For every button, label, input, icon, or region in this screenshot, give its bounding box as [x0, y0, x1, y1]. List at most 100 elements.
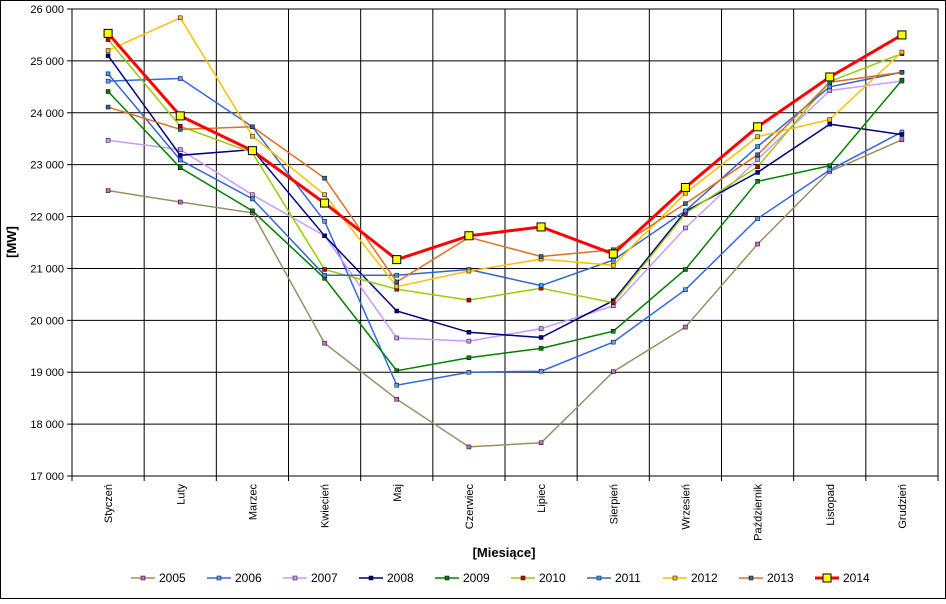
y-tick-label: 18 000 — [30, 419, 64, 431]
y-tick-label: 23 000 — [30, 160, 64, 172]
data-point-2014 — [464, 231, 474, 241]
series-line-2009 — [107, 79, 903, 372]
data-point-2012 — [827, 117, 832, 122]
y-tick-label: 20 000 — [30, 315, 64, 327]
legend-label-2008: 2008 — [387, 571, 414, 585]
data-point-2014 — [825, 72, 835, 82]
data-point-2009 — [394, 368, 399, 373]
data-point-2013 — [683, 201, 688, 206]
data-point-2011 — [611, 257, 616, 263]
series-line-2013 — [107, 71, 903, 283]
data-point-2014 — [320, 198, 330, 208]
data-point-2013 — [178, 127, 183, 132]
data-point-2009 — [466, 355, 472, 360]
data-point-2010 — [611, 300, 616, 305]
data-point-2012 — [394, 284, 399, 289]
data-point-2009 — [755, 179, 760, 184]
data-point-2012 — [250, 133, 255, 139]
data-point-2005 — [105, 188, 111, 193]
legend-label-2012: 2012 — [691, 571, 718, 585]
data-point-2011 — [827, 84, 832, 90]
data-point-2013 — [250, 124, 255, 130]
data-point-2006 — [466, 369, 472, 375]
x-tick-label: Marzec — [247, 484, 259, 521]
series-line-2014 — [106, 32, 903, 262]
data-point-2012 — [105, 48, 111, 53]
x-tick-label: Październik — [753, 484, 765, 541]
data-point-2009 — [178, 165, 183, 171]
data-point-2012 — [611, 263, 616, 268]
data-point-2005 — [322, 340, 327, 346]
x-tick-label: Maj — [392, 484, 404, 502]
data-point-2009 — [899, 77, 905, 83]
data-point-2012 — [755, 134, 760, 139]
data-point-2006 — [178, 76, 183, 81]
y-tick-label: 19 000 — [30, 367, 64, 379]
series-line-2012 — [107, 16, 903, 288]
data-point-2006 — [827, 167, 832, 173]
data-point-2005 — [899, 137, 905, 143]
data-point-2012 — [899, 49, 905, 55]
series-line-2008 — [107, 55, 903, 339]
data-point-2007 — [683, 225, 688, 231]
data-point-2009 — [611, 328, 616, 334]
y-axis-title: [MW] — [4, 226, 19, 258]
data-point-2013 — [322, 175, 327, 181]
x-tick-label: Czerwiec — [464, 484, 476, 530]
data-point-2014 — [103, 28, 113, 38]
data-point-2014 — [753, 122, 763, 132]
legend-label-2014: 2014 — [843, 571, 870, 585]
legend-label-2005: 2005 — [159, 571, 186, 585]
data-point-2005 — [538, 440, 544, 446]
data-point-2008 — [178, 153, 183, 158]
x-tick-label: Lipiec — [536, 484, 548, 513]
data-point-2005 — [394, 396, 399, 402]
data-point-2005 — [466, 444, 472, 450]
data-point-2010 — [105, 37, 111, 42]
legend-marker-2006 — [216, 575, 222, 581]
data-point-2014 — [608, 249, 618, 259]
legend-label-2009: 2009 — [463, 571, 490, 585]
data-point-2014 — [680, 182, 690, 192]
data-point-2007 — [394, 335, 399, 341]
data-point-2013 — [394, 279, 399, 285]
y-tick-label: 21 000 — [30, 263, 64, 275]
legend-label-2011: 2011 — [615, 571, 641, 585]
data-point-2014 — [175, 111, 185, 121]
y-tick-label: 17 000 — [30, 471, 64, 483]
data-point-2007 — [466, 338, 472, 344]
data-point-2008 — [322, 233, 327, 239]
data-point-2005 — [611, 369, 616, 374]
x-tick-label: Listopad — [825, 484, 837, 526]
data-point-2010 — [322, 267, 327, 272]
data-point-2011 — [322, 272, 327, 278]
data-point-2013 — [538, 254, 544, 259]
x-tick-label: Wrzesień — [680, 484, 692, 530]
data-point-2008 — [827, 121, 832, 127]
data-point-2011 — [178, 157, 183, 163]
x-tick-label: Kwiecień — [320, 484, 332, 528]
series-line-2010 — [107, 39, 903, 304]
data-point-2009 — [250, 208, 255, 214]
legend-marker-2008 — [368, 575, 374, 581]
data-point-2008 — [394, 308, 399, 314]
x-axis-title: [Miesiące] — [473, 545, 536, 560]
legend-marker-2013 — [748, 575, 754, 581]
data-point-2005 — [178, 199, 183, 205]
series-line-2011 — [107, 71, 903, 287]
data-point-2011 — [250, 196, 255, 202]
legend-marker-2007 — [292, 575, 298, 581]
legend-marker-2012 — [672, 575, 678, 581]
legend: 2005 2006 2007 2008 2009 2010 2011 2012 2013 2014 — [131, 571, 870, 585]
data-point-2014 — [536, 222, 546, 232]
data-point-2008 — [105, 53, 111, 58]
legend-marker-2011 — [596, 575, 602, 581]
data-point-2006 — [755, 216, 760, 221]
data-point-2011 — [394, 272, 399, 278]
legend-label-2007: 2007 — [311, 571, 338, 585]
data-point-2010 — [466, 297, 472, 303]
data-point-2011 — [683, 208, 688, 214]
x-axis-ticks: Styczeń Luty Marzec Kwiecień Maj Czerwiec Lipi… — [71, 476, 939, 541]
